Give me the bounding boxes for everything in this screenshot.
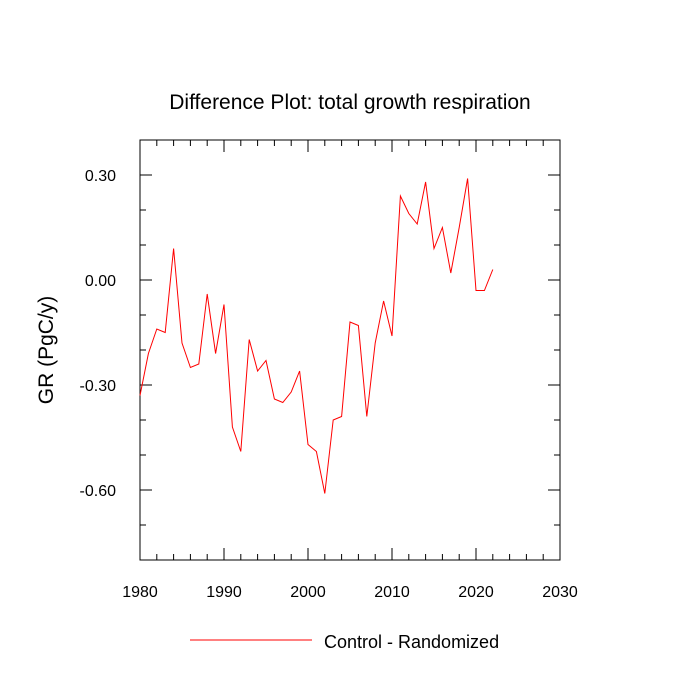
x-tick-label: 1990: [206, 584, 242, 601]
series-line-control-randomized: [139, 178, 494, 494]
x-tick-label: 1980: [122, 584, 158, 601]
series-layer: [139, 178, 494, 494]
y-tick-label: -0.30: [80, 378, 117, 395]
legend: Control - Randomized: [190, 632, 499, 652]
axis-ticks: [139, 139, 561, 561]
y-tick-label: -0.60: [80, 483, 117, 500]
x-tick-label: 2010: [374, 584, 410, 601]
axis-tick-labels: 1980 1990 2000 2010 2020 2030 0.30 0.00 -0.30 -0.…: [80, 168, 578, 601]
y-tick-label: 0.00: [85, 273, 116, 290]
x-tick-label: 2000: [290, 584, 326, 601]
x-tick-label: 2030: [542, 584, 578, 601]
y-axis-label: GR (PgC/y): [35, 296, 58, 405]
chart-title: Difference Plot: total growth respiratio…: [169, 91, 530, 114]
x-tick-label: 2020: [458, 584, 494, 601]
plot-frame: [139, 139, 561, 561]
legend-label: Control - Randomized: [324, 632, 499, 652]
y-tick-label: 0.30: [85, 168, 116, 185]
